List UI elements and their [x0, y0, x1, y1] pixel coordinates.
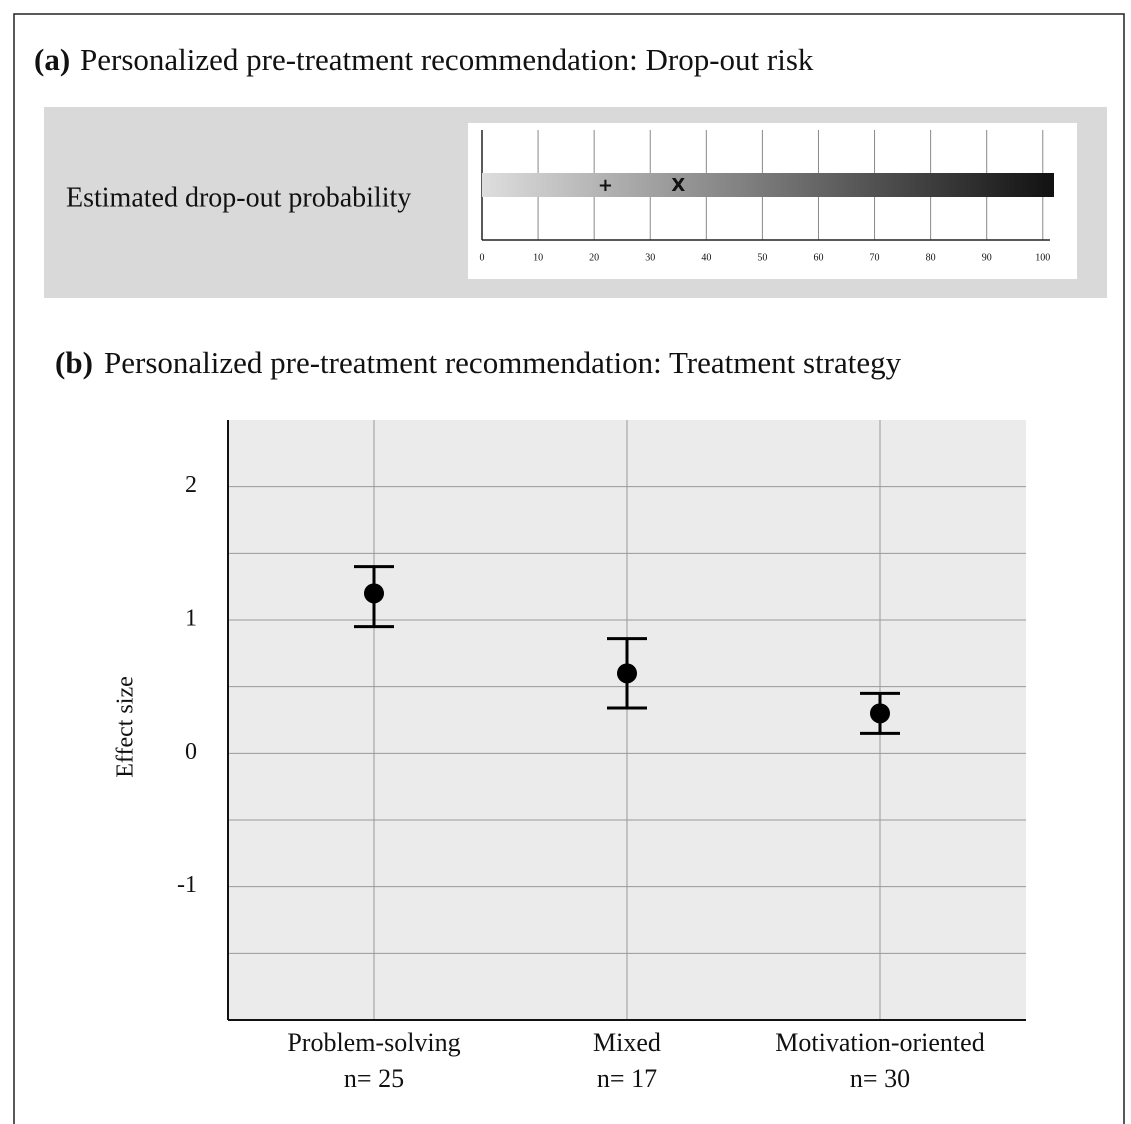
- y-tick-label: 2: [185, 472, 197, 498]
- scale-label: Estimated drop-out probability: [66, 182, 411, 213]
- x-tick-label: 60: [813, 252, 823, 263]
- x-tick-label: 80: [926, 252, 936, 263]
- panel-title: Personalized pre-treatment recommendatio…: [104, 345, 902, 380]
- x-tick-label: 50: [757, 252, 767, 263]
- sample-size: n= 30: [850, 1064, 910, 1093]
- point: [364, 583, 384, 604]
- y-tick-label: 1: [185, 606, 197, 632]
- x-tick-label: 40: [701, 252, 711, 263]
- y-tick-label: 0: [185, 739, 197, 765]
- marker: +: [598, 175, 613, 196]
- x-tick-label: 10: [533, 252, 543, 263]
- y-tick-label: -1: [177, 872, 197, 898]
- x-tick-label: 100: [1035, 252, 1050, 263]
- x-tick-label: 0: [480, 252, 485, 263]
- panel-label: (b): [55, 345, 93, 380]
- x-tick-label: 20: [589, 252, 599, 263]
- frame: [13, 13, 1125, 1124]
- scale-box: [468, 123, 1077, 279]
- x-tick-label: 30: [645, 252, 655, 263]
- x-tick-label: Problem-solving: [287, 1028, 460, 1057]
- panel-label: (a): [34, 42, 70, 77]
- x-tick-label: Mixed: [593, 1028, 661, 1057]
- sample-size: n= 17: [597, 1064, 657, 1093]
- panel-title: Personalized pre-treatment recommendatio…: [80, 42, 814, 77]
- gradient-bar: [482, 173, 1054, 197]
- x-tick-label: Motivation-oriented: [775, 1028, 984, 1057]
- point: [870, 703, 890, 724]
- y-axis-label: Effect size: [113, 676, 139, 778]
- marker: X: [671, 175, 685, 196]
- sample-size: n= 25: [344, 1064, 404, 1093]
- x-tick-label: 70: [870, 252, 880, 263]
- point: [617, 663, 637, 684]
- x-tick-label: 90: [982, 252, 992, 263]
